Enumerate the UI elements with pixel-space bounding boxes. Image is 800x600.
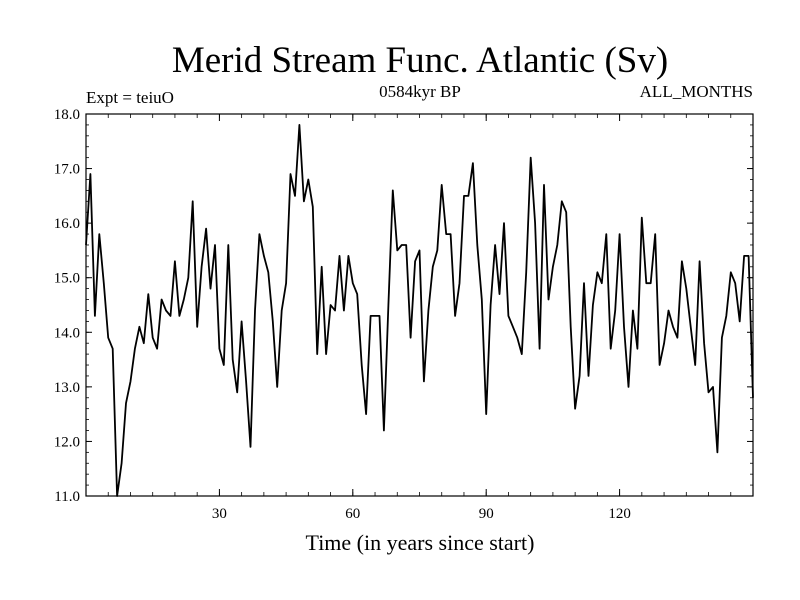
- x-tick-label: 60: [345, 506, 360, 522]
- y-tick-label: 17.0: [54, 162, 80, 178]
- y-tick-label: 14.0: [54, 325, 80, 341]
- x-tick-label: 120: [608, 506, 631, 522]
- y-tick-label: 15.0: [54, 271, 80, 287]
- y-axis: 11.0 12.0 13.0 14.0 15.0 16.0 17.0 18.0: [54, 107, 753, 505]
- y-tick-label: 18.0: [54, 107, 80, 123]
- x-tick-label: 30: [212, 506, 227, 522]
- y-tick-label: 13.0: [54, 380, 80, 396]
- series-line: [85, 124, 754, 497]
- series-group: [85, 124, 754, 497]
- y-tick-label: 12.0: [54, 434, 80, 450]
- experiment-label: Expt = teiuO: [86, 88, 174, 107]
- period-label: 0584kyr BP: [379, 82, 461, 101]
- y-tick-label: 16.0: [54, 216, 80, 232]
- x-tick-label: 90: [479, 506, 494, 522]
- x-axis-label: Time (in years since start): [306, 530, 535, 555]
- months-label: ALL_MONTHS: [640, 82, 753, 101]
- x-axis: 30 60 90 120: [107, 114, 732, 522]
- y-tick-label: 11.0: [54, 489, 80, 505]
- chart-title: Merid Stream Func. Atlantic (Sv): [172, 40, 668, 81]
- plot-frame: [85, 113, 754, 497]
